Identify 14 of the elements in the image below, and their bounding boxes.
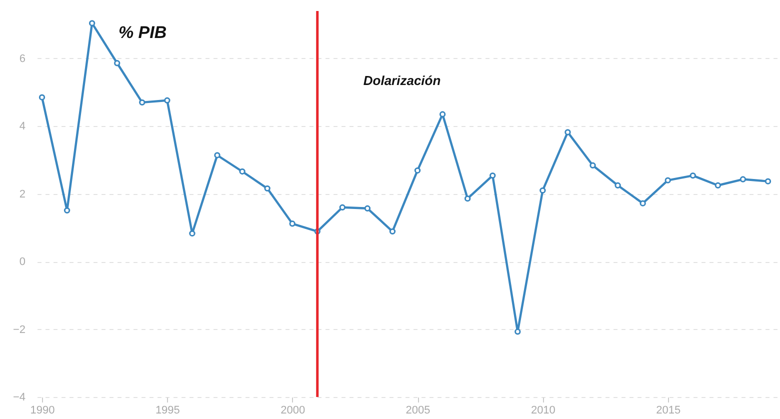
x-tick-label: 1995 <box>155 404 180 416</box>
x-tick-label: 2005 <box>406 404 430 416</box>
y-tick-label: 4 <box>19 120 26 133</box>
y-tick-label: −4 <box>12 392 26 404</box>
x-tick-label: 1990 <box>30 404 55 416</box>
x-tick-label: 2000 <box>280 404 306 416</box>
y-tick-label: −2 <box>12 324 26 336</box>
text: % PIB <box>118 22 167 42</box>
y-tick-label: 0 <box>19 256 26 268</box>
x-tick-label: 2015 <box>656 404 681 416</box>
y-tick-label: 2 <box>19 188 26 200</box>
annotation: Dolarización <box>363 73 441 88</box>
y-tick-label: 6 <box>19 52 26 65</box>
x-tick-label: 2010 <box>530 404 556 416</box>
